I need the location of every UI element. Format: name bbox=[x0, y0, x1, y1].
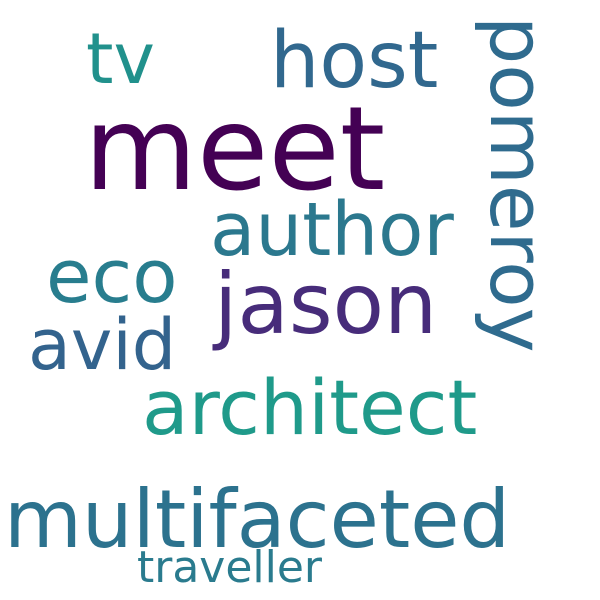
word-avid: avid bbox=[28, 304, 177, 386]
word-meet: meet bbox=[84, 82, 386, 217]
word-tv: tv bbox=[86, 18, 155, 100]
word-host: host bbox=[270, 16, 439, 106]
word-architect: architect bbox=[142, 363, 478, 452]
word-pomeroy: pomeroy bbox=[473, 16, 562, 353]
word-eco: eco bbox=[46, 234, 178, 320]
word-traveller: traveller bbox=[137, 542, 323, 593]
word-multifaceted: multifaceted bbox=[4, 473, 511, 566]
word-author: author bbox=[210, 187, 454, 273]
word-jason: jason bbox=[214, 255, 438, 353]
